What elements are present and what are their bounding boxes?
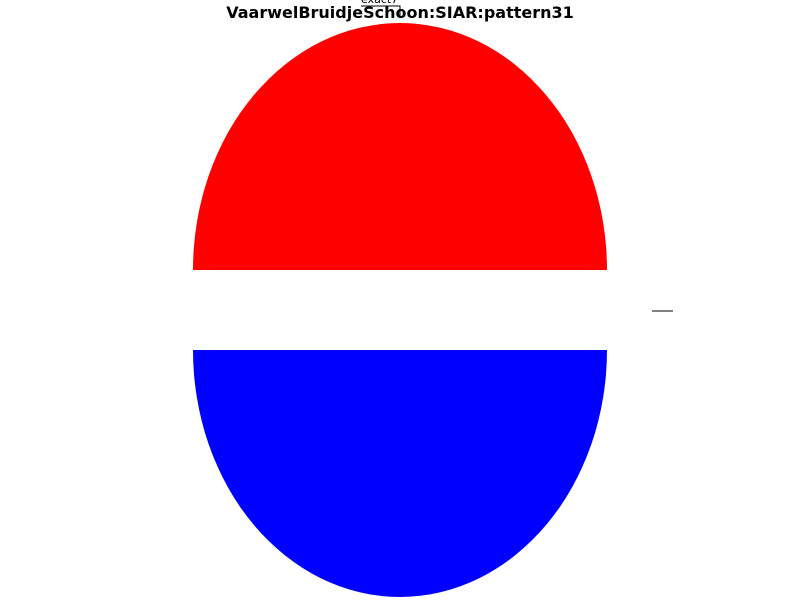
leader-line-exact7 xyxy=(361,5,401,18)
pie-slice-exact9 xyxy=(193,350,607,597)
slice-label-exact7: exact7 xyxy=(361,0,398,6)
pie-slice-exact7 xyxy=(193,23,607,270)
